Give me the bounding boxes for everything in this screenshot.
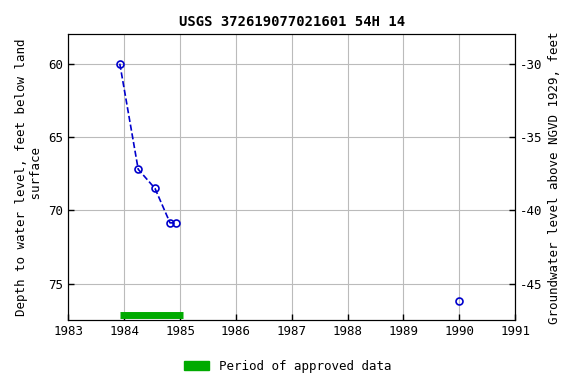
Legend: Period of approved data: Period of approved data (179, 355, 397, 378)
Y-axis label: Groundwater level above NGVD 1929, feet: Groundwater level above NGVD 1929, feet (548, 31, 561, 324)
Title: USGS 372619077021601 54H 14: USGS 372619077021601 54H 14 (179, 15, 405, 29)
Y-axis label: Depth to water level, feet below land
 surface: Depth to water level, feet below land su… (15, 39, 43, 316)
